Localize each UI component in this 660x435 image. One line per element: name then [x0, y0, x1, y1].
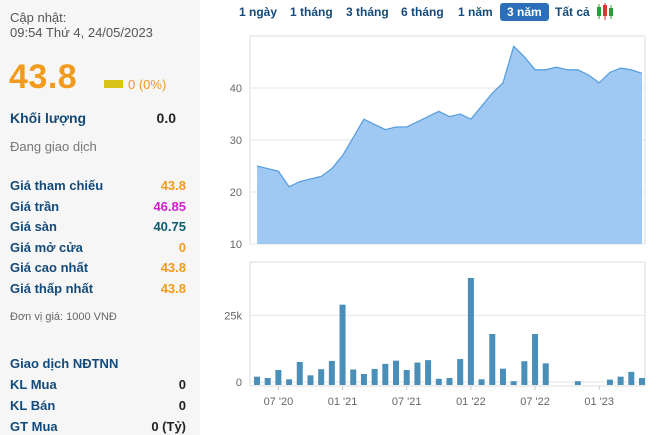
volume-bar [296, 362, 303, 385]
x-tick-label: 07 '20 [264, 396, 294, 408]
volume-bar [542, 363, 549, 385]
volume-value: 0.0 [156, 110, 176, 126]
price-change: 0 (0%) [128, 77, 167, 92]
price-row-value: 46.85 [153, 198, 186, 214]
change-indicator-icon [104, 80, 123, 88]
price-tick-label: 20 [230, 187, 242, 199]
volume-bar [489, 334, 496, 385]
volume-bar [382, 363, 389, 385]
range-tab[interactable]: 1 năm [458, 5, 493, 19]
price-row-label: Giá mở cửa [10, 239, 83, 255]
volume-bar [606, 379, 613, 385]
volume-bar [457, 359, 464, 385]
price-row-label: Giá sàn [10, 219, 57, 234]
volume-bar [478, 379, 485, 385]
volume-tick-label: 0 [236, 377, 242, 389]
price-row-value: 0 [178, 239, 186, 255]
volume-bar [617, 376, 624, 385]
volume-bar [510, 381, 517, 385]
range-tab[interactable]: 1 tháng [290, 5, 333, 19]
updated-time: 09:54 Thứ 4, 24/05/2023 [10, 25, 153, 40]
foreign-row-value: 0 (Tỷ) [151, 419, 186, 434]
price-row-value: 43.8 [160, 260, 186, 275]
candlestick-icon[interactable] [595, 2, 617, 22]
volume-bar [371, 368, 378, 385]
trading-status: Đang giao dịch [10, 139, 97, 154]
volume-bar [307, 375, 314, 385]
volume-bar [318, 369, 325, 385]
range-tab[interactable]: 3 tháng [346, 5, 389, 19]
price-row-label: Giá trần [10, 198, 60, 214]
volume-panel-frame [249, 261, 646, 387]
volume-bar [521, 361, 528, 385]
volume-bar [414, 362, 421, 385]
volume-bar [574, 381, 581, 385]
quote-panel: Cập nhật: 09:54 Thứ 4, 24/05/2023 43.8 0… [0, 0, 200, 435]
volume-bar [499, 368, 506, 385]
x-tick-label: 01 '23 [584, 396, 614, 408]
price-row-label: Giá cao nhất [10, 260, 89, 275]
volume-bar [435, 378, 442, 385]
volume-bar [425, 360, 432, 385]
foreign-title: Giao dịch NĐTNN [10, 356, 119, 371]
unit-note: Đơn vị giá: 1000 VNĐ [10, 311, 117, 323]
price-tick-label: 30 [230, 135, 242, 147]
volume-label: Khối lượng [10, 110, 87, 126]
price-tick-label: 40 [230, 83, 242, 95]
volume-bar [393, 360, 400, 385]
volume-bar [639, 378, 645, 385]
updated-label: Cập nhật: [10, 10, 67, 25]
x-tick-label: 01 '22 [456, 396, 486, 408]
volume-bar [254, 376, 260, 385]
foreign-row-value: 0 [178, 398, 186, 413]
volume-tick-label: 25k [224, 310, 242, 322]
price-row-label: Giá thấp nhất [10, 280, 94, 296]
range-tab[interactable]: 6 tháng [401, 5, 444, 19]
price-line [256, 45, 643, 188]
volume-bar [532, 334, 539, 385]
volume-bar [350, 369, 357, 385]
volume-bar [628, 371, 635, 385]
price-volume-chart: 10 20 30 40 0 25k 07 '20 01 '21 07 '21 01 '22 07 '… [224, 35, 646, 408]
volume-bar [339, 304, 346, 385]
volume-bar [286, 379, 293, 385]
volume-bar [264, 378, 271, 385]
volume-bar [360, 374, 367, 385]
range-tab[interactable]: Tất cả [555, 5, 590, 19]
volume-bar [446, 378, 453, 385]
range-tab[interactable]: 3 năm [500, 3, 549, 21]
range-tab[interactable]: 1 ngày [239, 5, 278, 19]
foreign-row-label: KL Bán [10, 398, 56, 413]
volume-bar [275, 370, 282, 385]
price-row-label: Giá tham chiếu [10, 178, 104, 193]
volume-bar [467, 278, 474, 385]
foreign-row-label: GT Mua [10, 419, 58, 434]
price-tick-label: 10 [230, 239, 242, 251]
x-tick-label: 01 '21 [328, 396, 358, 408]
foreign-row-value: 0 [178, 377, 186, 392]
price-row-value: 40.75 [153, 219, 186, 234]
price-area [257, 46, 642, 245]
volume-bar [403, 370, 410, 385]
price-row-value: 43.8 [160, 280, 186, 296]
volume-bar [328, 360, 335, 385]
price-row-value: 43.8 [160, 178, 186, 193]
x-tick-label: 07 '22 [520, 396, 550, 408]
x-tick-label: 07 '21 [392, 396, 422, 408]
foreign-row-label: KL Mua [10, 377, 57, 392]
current-price: 43.8 [9, 58, 78, 96]
